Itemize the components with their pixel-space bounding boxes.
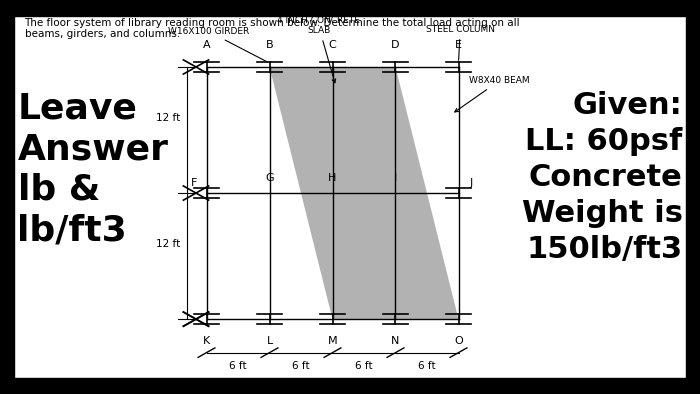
Bar: [686, 0, 700, 394]
Polygon shape: [270, 67, 458, 319]
Text: I: I: [394, 173, 397, 183]
Text: M: M: [328, 336, 337, 346]
Text: 6 ft: 6 ft: [355, 361, 373, 372]
Text: L: L: [267, 336, 272, 346]
Text: Given:
LL: 60psf
Concrete
Weight is
150lb/ft3: Given: LL: 60psf Concrete Weight is 150l…: [522, 91, 682, 264]
Text: B: B: [266, 40, 273, 50]
Text: H: H: [328, 173, 337, 183]
Text: Leave
Answer
lb &
lb/ft3: Leave Answer lb & lb/ft3: [18, 91, 169, 247]
Text: F: F: [190, 178, 197, 188]
Text: 6 ft: 6 ft: [418, 361, 436, 372]
Text: O: O: [454, 336, 463, 346]
Text: 12 ft: 12 ft: [156, 239, 180, 249]
Bar: [0, 378, 700, 394]
Text: C: C: [328, 40, 337, 50]
Text: W16X100 GIRDER: W16X100 GIRDER: [168, 27, 267, 62]
Text: W8X40 BEAM: W8X40 BEAM: [455, 76, 530, 112]
Text: G: G: [265, 173, 274, 183]
Text: 12 ft: 12 ft: [156, 113, 180, 123]
Text: STEEL COLUMN: STEEL COLUMN: [426, 25, 495, 60]
Bar: [0, 0, 14, 394]
Text: K: K: [203, 336, 210, 346]
Text: N: N: [391, 336, 400, 346]
Text: A: A: [203, 40, 210, 50]
Text: E: E: [455, 40, 462, 50]
Text: 4 INCH CONCRETE
SLAB: 4 INCH CONCRETE SLAB: [277, 16, 360, 83]
Text: J: J: [470, 178, 473, 188]
Text: D: D: [391, 40, 400, 50]
Text: 6 ft: 6 ft: [292, 361, 310, 372]
Text: The floor system of library reading room is shown below. Determine the total loa: The floor system of library reading room…: [25, 18, 520, 39]
Text: 6 ft: 6 ft: [229, 361, 247, 372]
Bar: [0, 0, 700, 16]
